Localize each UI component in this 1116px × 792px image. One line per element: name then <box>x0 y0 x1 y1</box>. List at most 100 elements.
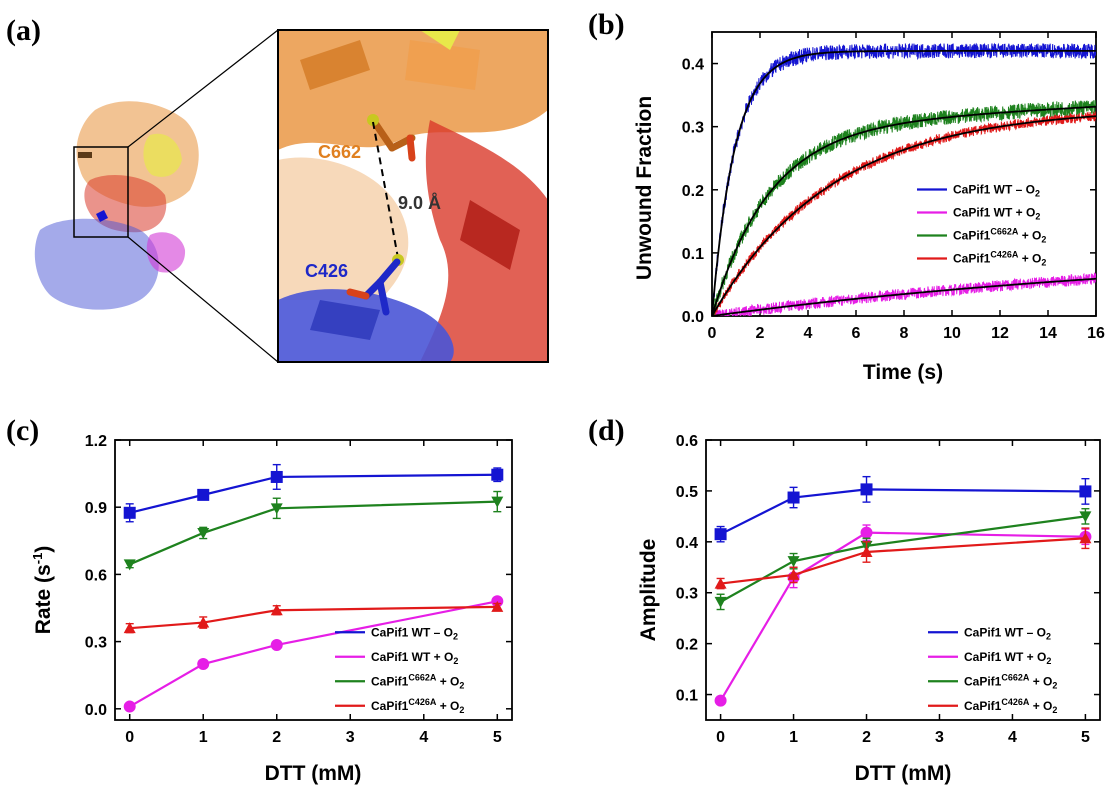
data-point-triangle-down <box>270 503 283 515</box>
x-tick-label: 4 <box>1008 729 1017 746</box>
x-tick-label: 4 <box>804 325 813 342</box>
panel-label-a: (a) <box>6 14 41 47</box>
zoom-box <box>73 146 129 238</box>
x-tick-label: 8 <box>900 325 909 342</box>
legend-label: CaPif1C426A + O2 <box>953 250 1046 268</box>
x-tick-label: 2 <box>862 729 871 746</box>
series-c662a <box>714 508 1092 611</box>
panel-label-b: (b) <box>588 8 625 41</box>
y-tick-label: 0.3 <box>682 120 704 137</box>
y-tick-label: 0.2 <box>682 183 704 200</box>
legend-label: CaPif1 WT + O2 <box>371 650 458 666</box>
protein-structure-panel: C662 9.0 Å C426 <box>34 29 549 363</box>
data-point-triangle-down <box>714 596 727 608</box>
x-tick-label: 6 <box>852 325 861 342</box>
data-point-triangle-up <box>123 622 136 634</box>
x-tick-label: 0 <box>716 729 725 746</box>
x-tick-label: 10 <box>943 325 961 342</box>
data-point-square <box>714 528 727 541</box>
chart-b-plot-area: 0 2 4 6 8 10 12 14 16 0.0 0.1 0.2 0.3 0.4 CaPif1 WT – … <box>682 31 1105 342</box>
x-tick-label: 2 <box>756 325 765 342</box>
traces <box>712 42 1096 316</box>
data-point-square <box>270 470 283 483</box>
series-line <box>720 488 1086 536</box>
data-point-triangle-down <box>1079 511 1092 523</box>
data-point-triangle-down <box>197 527 210 539</box>
series-wt_minus <box>714 475 1092 543</box>
data-point-circle <box>270 638 283 651</box>
data-point-square <box>1079 485 1092 498</box>
trace-c426a <box>712 111 1096 316</box>
series-c426a <box>123 600 504 634</box>
data-point-circle <box>860 526 873 539</box>
fit-curve-wt_plus <box>712 277 1096 316</box>
x-tick-label: 3 <box>346 729 355 746</box>
chart-d-xlabel: DTT (mM) <box>855 762 952 785</box>
data-point-triangle-up <box>270 604 283 616</box>
data-point-triangle-up <box>1079 532 1092 544</box>
c426-label: C426 <box>305 261 348 281</box>
data-point-triangle-up <box>860 546 873 557</box>
legend-label: CaPif1 WT + O2 <box>953 206 1040 222</box>
y-tick-label: 0.6 <box>676 433 698 450</box>
y-tick-label: 0.5 <box>676 484 698 501</box>
series-line <box>719 531 1086 702</box>
x-tick-label: 0 <box>708 325 717 342</box>
x-tick-label: 12 <box>991 325 1009 342</box>
y-tick-label: 0.2 <box>676 637 698 654</box>
chart-c-ylabel: Rate (s-1) <box>30 546 55 635</box>
x-tick-label: 1 <box>789 729 798 746</box>
x-tick-label: 5 <box>1081 729 1090 746</box>
legend-label: CaPif1 WT – O2 <box>964 625 1051 641</box>
y-tick-label: 0.3 <box>85 635 107 652</box>
legend-label: CaPif1C426A + O2 <box>964 697 1057 715</box>
legend-label: CaPif1 WT – O2 <box>953 183 1040 199</box>
data-point-square <box>491 468 504 481</box>
series-line <box>129 600 498 708</box>
x-tick-label: 0 <box>125 729 134 746</box>
legend: CaPif1 WT – O2 CaPif1 WT + O2 CaPif1C662A … <box>917 183 1046 268</box>
series-line <box>129 605 498 630</box>
zoom-inset: C662 9.0 Å C426 <box>277 29 549 363</box>
data-point-circle <box>714 694 727 707</box>
series-line <box>720 515 1086 603</box>
y-tick-label: 0.0 <box>682 309 704 326</box>
data-point-triangle-down <box>123 559 136 571</box>
data-point-square <box>123 506 136 519</box>
legend-label: CaPif1C662A + O2 <box>953 227 1046 245</box>
x-tick-label: 1 <box>199 729 208 746</box>
x-tick-label: 16 <box>1087 325 1105 342</box>
legend-label: CaPif1C662A + O2 <box>371 672 464 690</box>
legend-label: CaPif1C426A + O2 <box>371 697 464 715</box>
y-tick-label: 0.1 <box>676 688 698 705</box>
data-point-triangle-up <box>787 568 800 580</box>
chart-b-ylabel: Unwound Fraction <box>633 96 656 280</box>
y-tick-label: 0.1 <box>682 246 704 263</box>
data-point-square <box>197 488 210 501</box>
legend-label: CaPif1 WT – O2 <box>371 625 458 641</box>
series-wt_minus <box>123 463 504 523</box>
legend-label: CaPif1C662A + O2 <box>964 672 1057 690</box>
x-tick-label: 5 <box>493 729 502 746</box>
panel-label-c: (c) <box>6 414 39 447</box>
overview-structure <box>34 101 199 310</box>
series-line <box>129 473 498 514</box>
legend: CaPif1 WT – O2 CaPif1 WT + O2 CaPif1C662A … <box>335 625 464 715</box>
data-point-triangle-up <box>491 600 504 612</box>
x-tick-label: 4 <box>419 729 428 746</box>
fit-curve-c426a <box>712 115 1096 316</box>
data-point-triangle-down <box>491 496 504 508</box>
chart-c-xlabel: DTT (mM) <box>265 762 362 785</box>
y-tick-label: 0.4 <box>682 57 704 74</box>
y-tick-label: 0.4 <box>676 535 698 552</box>
chart-b: 0 2 4 6 8 10 12 14 16 0.0 0.1 0.2 0.3 0.4 CaPif1 WT – … <box>633 31 1105 384</box>
trace-wt_minus <box>712 42 1096 316</box>
y-tick-label: 0.0 <box>85 702 107 719</box>
panel-label-d: (d) <box>588 414 625 447</box>
data-point-triangle-up <box>714 577 727 589</box>
series-c662a <box>123 490 504 571</box>
